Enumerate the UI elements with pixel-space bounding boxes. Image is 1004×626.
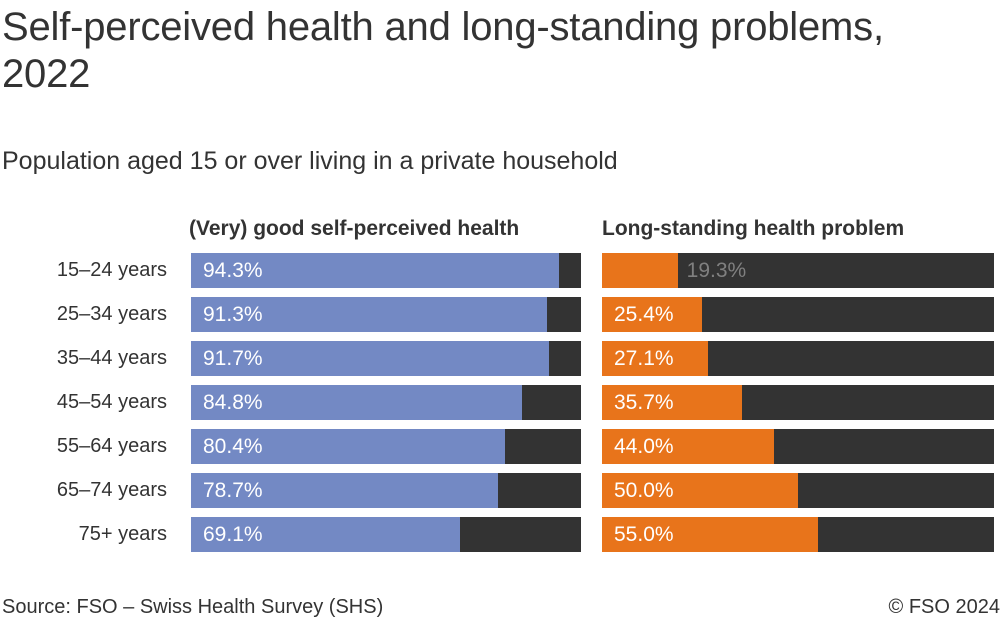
bar-value-label: 35.7% <box>614 391 674 414</box>
bar-fill: 25.4% <box>602 297 702 332</box>
bar-chart: 15–24 years 94.3% 19.3% 25–34 years 91.3% 25.… <box>0 253 1004 552</box>
bar-fill: 80.4% <box>191 429 505 464</box>
bar-value-label: 50.0% <box>614 479 674 502</box>
page-subtitle: Population aged 15 or over living in a p… <box>2 147 618 175</box>
bar-track: 35.7% <box>602 385 994 420</box>
bar-fill: 27.1% <box>602 341 709 376</box>
bar-value-label: 69.1% <box>203 523 263 546</box>
bar-track: 91.3% <box>191 297 581 332</box>
bar-fill: 84.8% <box>191 385 522 420</box>
chart-row: 75+ years 69.1% 55.0% <box>0 517 1004 552</box>
bar-fill <box>602 253 678 288</box>
column-header-health-problem: Long-standing health problem <box>602 217 905 240</box>
bar-fill: 50.0% <box>602 473 798 508</box>
column-header-good-health: (Very) good self-perceived health <box>189 217 520 240</box>
bar-value-label: 78.7% <box>203 479 263 502</box>
copyright-note: © FSO 2024 <box>888 596 1000 618</box>
bar-value-label: 27.1% <box>614 347 674 370</box>
bar-track: 25.4% <box>602 297 994 332</box>
age-label: 25–34 years <box>56 303 167 325</box>
bar-track: 80.4% <box>191 429 581 464</box>
bar-track: 91.7% <box>191 341 581 376</box>
bar-value-label: 91.7% <box>203 347 263 370</box>
bar-fill: 94.3% <box>191 253 559 288</box>
age-label: 15–24 years <box>56 259 167 281</box>
bar-track: 84.8% <box>191 385 581 420</box>
bar-value-label: 25.4% <box>614 303 674 326</box>
chart-row: 25–34 years 91.3% 25.4% <box>0 297 1004 332</box>
bar-value-label: 55.0% <box>614 523 674 546</box>
chart-row: 55–64 years 80.4% 44.0% <box>0 429 1004 464</box>
bar-fill: 44.0% <box>602 429 775 464</box>
bar-fill: 69.1% <box>191 517 461 552</box>
bar-fill: 35.7% <box>602 385 742 420</box>
bar-value-label: 84.8% <box>203 391 263 414</box>
bar-track: 27.1% <box>602 341 994 376</box>
bar-track: 44.0% <box>602 429 994 464</box>
bar-fill: 78.7% <box>191 473 498 508</box>
age-label: 35–44 years <box>56 347 167 369</box>
bar-value-label: 80.4% <box>203 435 263 458</box>
chart-row: 45–54 years 84.8% 35.7% <box>0 385 1004 420</box>
bar-fill: 91.7% <box>191 341 549 376</box>
bar-value-label: 44.0% <box>614 435 674 458</box>
bar-track: 19.3% <box>602 253 994 288</box>
chart-row: 65–74 years 78.7% 50.0% <box>0 473 1004 508</box>
bar-track: 55.0% <box>602 517 994 552</box>
age-label: 55–64 years <box>56 435 167 457</box>
bar-value-label: 94.3% <box>203 259 263 282</box>
age-label: 65–74 years <box>56 479 167 501</box>
age-label: 75+ years <box>78 523 167 545</box>
chart-row: 15–24 years 94.3% 19.3% <box>0 253 1004 288</box>
footer: Source: FSO – Swiss Health Survey (SHS) … <box>2 595 1000 619</box>
bar-track: 69.1% <box>191 517 581 552</box>
bar-track: 94.3% <box>191 253 581 288</box>
page-title: Self-perceived health and long-standing … <box>2 5 884 96</box>
bar-value-label: 91.3% <box>203 303 263 326</box>
chart-row: 35–44 years 91.7% 27.1% <box>0 341 1004 376</box>
bar-track: 50.0% <box>602 473 994 508</box>
bar-value-label: 19.3% <box>686 259 747 282</box>
bar-fill: 55.0% <box>602 517 818 552</box>
bar-track: 78.7% <box>191 473 581 508</box>
source-note: Source: FSO – Swiss Health Survey (SHS) <box>2 596 384 618</box>
bar-fill: 91.3% <box>191 297 548 332</box>
age-label: 45–54 years <box>56 391 167 413</box>
